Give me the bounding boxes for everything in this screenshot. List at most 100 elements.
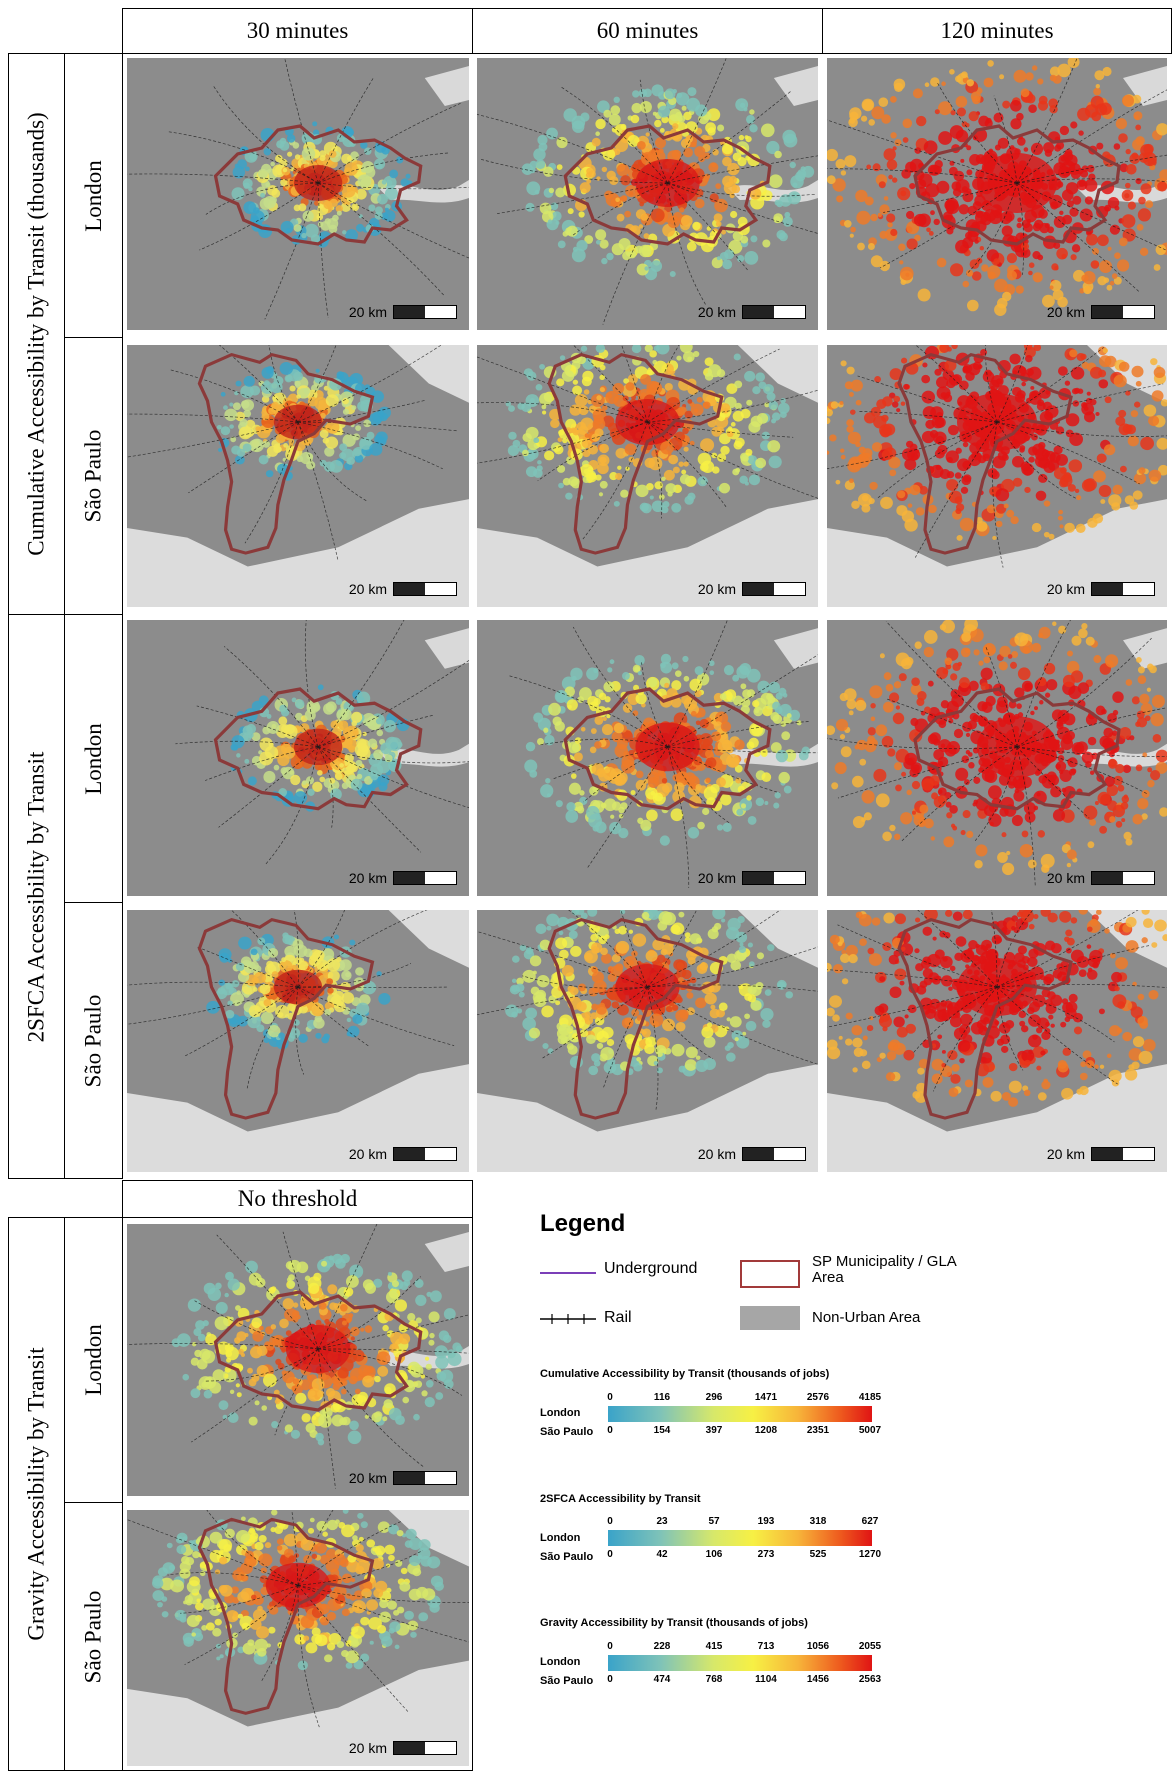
map-canvas [127, 620, 469, 896]
legend-boundary-label: SP Municipality / GLA Area [812, 1253, 956, 1286]
legend-title: Legend [540, 1210, 626, 1237]
scale-2sfca-london-ticks: 0 23 57 193 318 627 [607, 1516, 879, 1527]
scale-bar: 20 km [349, 1470, 457, 1486]
scale-bar-label: 20 km [1046, 581, 1085, 597]
scale-bar-graphic [393, 1147, 457, 1161]
gravity-map-cell [122, 1217, 473, 1771]
map-sp-gravity: 20 km [127, 1510, 469, 1766]
scale-bar: 20 km [1047, 581, 1155, 597]
scale-bar-graphic [393, 582, 457, 596]
scale-bar: 20 km [698, 870, 806, 886]
map-canvas [827, 58, 1167, 330]
row-group-cumulative-label: Cumulative Accessibility by Transit (tho… [23, 112, 49, 556]
scale-bar-graphic [742, 305, 806, 319]
map-canvas [477, 58, 818, 330]
map-canvas [127, 345, 469, 607]
legend-rail-label: Rail [604, 1309, 632, 1326]
non-urban-swatch-icon [740, 1306, 800, 1330]
row-group-gravity-label: Gravity Accessibility by Transit [23, 1347, 49, 1641]
underground-line-icon [540, 1272, 596, 1274]
city-cell-sp-2 [64, 902, 123, 1179]
legend-non-urban-label: Non-Urban Area [812, 1309, 921, 1326]
scale-bar-label: 20 km [697, 870, 736, 886]
map-london-cumulative-120: 20 km [827, 58, 1167, 330]
scale-bar-label: 20 km [697, 304, 736, 320]
scale-cumulative-sp-ticks: 0 154 397 1208 2351 5007 [607, 1425, 882, 1436]
map-canvas [477, 620, 818, 896]
scale-bar-graphic [742, 582, 806, 596]
map-sp-2sfca-30: 20 km [127, 910, 469, 1172]
column-header-30-minutes: 30 minutes [246, 18, 349, 43]
map-canvas [477, 910, 818, 1172]
scale-bar: 20 km [698, 304, 806, 320]
legend: Legend Underground Rail SP Municipality … [530, 1210, 1150, 1760]
map-sp-cumulative-120: 20 km [827, 345, 1167, 607]
column-header-120-minutes: 120 minutes [940, 18, 1054, 43]
map-canvas [477, 345, 818, 607]
map-canvas [127, 1224, 469, 1496]
scale-bar-graphic [393, 1471, 457, 1485]
map-canvas [127, 910, 469, 1172]
scale-bar: 20 km [349, 581, 457, 597]
scale-gravity-london-label: London [540, 1656, 581, 1668]
scale-bar-graphic [393, 305, 457, 319]
scale-bar-label: 20 km [348, 1470, 387, 1486]
scale-bar-graphic [742, 871, 806, 885]
scale-bar-graphic [742, 1147, 806, 1161]
map-sp-cumulative-60: 20 km [477, 345, 818, 607]
scale-bar-label: 20 km [1046, 304, 1085, 320]
row-label-london-cumulative: London [80, 159, 106, 232]
scale-bar: 20 km [349, 870, 457, 886]
scale-bar-graphic [1091, 871, 1155, 885]
scale-gravity-london-ticks: 0 228 415 713 1056 2055 [607, 1641, 882, 1652]
row-label-sp-gravity: São Paulo [80, 1590, 106, 1683]
scale-bar-label: 20 km [1046, 1146, 1085, 1162]
map-canvas [827, 345, 1167, 607]
rail-line-icon [540, 1314, 596, 1324]
scale-bar: 20 km [349, 1740, 457, 1756]
map-sp-cumulative-30: 20 km [127, 345, 469, 607]
map-sp-2sfca-120: 20 km [827, 910, 1167, 1172]
map-london-gravity: 20 km [127, 1224, 469, 1496]
scale-bar: 20 km [349, 304, 457, 320]
boundary-swatch-icon [740, 1260, 800, 1288]
row-label-london-gravity: London [80, 1324, 106, 1396]
map-london-2sfca-60: 20 km [477, 620, 818, 896]
scale-bar-graphic [393, 1741, 457, 1755]
scale-cumulative-title: Cumulative Accessibility by Transit (tho… [540, 1368, 830, 1380]
scale-bar: 20 km [1047, 1146, 1155, 1162]
row-label-sp-cumulative: São Paulo [80, 429, 106, 523]
scale-gravity-sp-label: São Paulo [540, 1675, 594, 1687]
scale-2sfca-title: 2SFCA Accessibility by Transit [540, 1493, 701, 1505]
scale-2sfca-sp-ticks: 0 42 106 273 525 1270 [607, 1549, 882, 1560]
column-header-60-minutes: 60 minutes [596, 18, 699, 43]
scale-2sfca-sp-label: São Paulo [540, 1551, 594, 1563]
scale-gravity-colorbar [608, 1655, 872, 1671]
scale-2sfca-london-label: London [540, 1532, 581, 1544]
scale-cumulative-london-label: London [540, 1407, 581, 1419]
scale-2sfca-colorbar [608, 1530, 872, 1546]
map-london-cumulative-60: 20 km [477, 58, 818, 330]
scale-cumulative-london-ticks: 0 116 296 1471 2576 4185 [607, 1392, 882, 1403]
scale-bar: 20 km [349, 1146, 457, 1162]
row-label-sp-2sfca: São Paulo [80, 994, 106, 1087]
scale-bar-graphic [393, 871, 457, 885]
row-label-london-2sfca: London [80, 722, 106, 795]
scale-bar-label: 20 km [348, 870, 387, 886]
scale-bar-label: 20 km [348, 304, 387, 320]
map-canvas [827, 910, 1167, 1172]
scale-bar: 20 km [698, 581, 806, 597]
scale-bar-label: 20 km [697, 581, 736, 597]
scale-bar-graphic [1091, 582, 1155, 596]
scale-bar-label: 20 km [348, 581, 387, 597]
map-sp-2sfca-60: 20 km [477, 910, 818, 1172]
scale-bar-graphic [1091, 1147, 1155, 1161]
map-canvas [827, 620, 1167, 896]
scale-bar: 20 km [1047, 870, 1155, 886]
scale-bar-graphic [1091, 305, 1155, 319]
scale-bar-label: 20 km [1046, 870, 1085, 886]
map-london-2sfca-120: 20 km [827, 620, 1167, 896]
scale-cumulative-colorbar [608, 1406, 872, 1422]
column-header-no-threshold: No threshold [237, 1186, 358, 1211]
scale-cumulative-sp-label: São Paulo [540, 1426, 594, 1438]
